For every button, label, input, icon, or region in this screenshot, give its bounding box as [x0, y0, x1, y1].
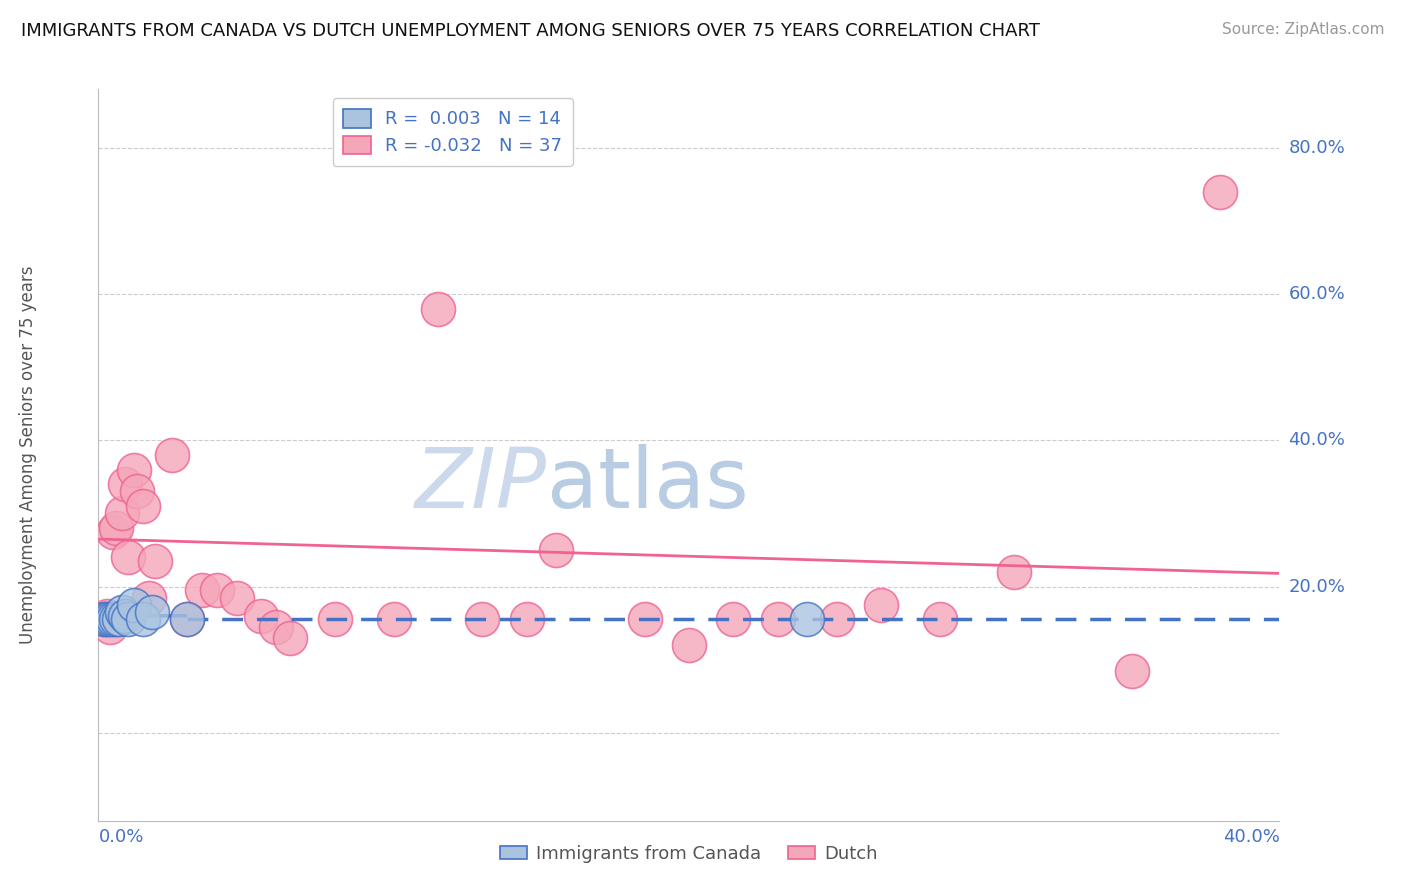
- Point: [96, 613, 118, 627]
- Point: [515, 613, 537, 627]
- Point: [1209, 185, 1232, 199]
- Point: [132, 613, 155, 627]
- Point: [93, 613, 115, 627]
- Point: [721, 613, 744, 627]
- Text: 40.0%: 40.0%: [1288, 432, 1346, 450]
- Text: Unemployment Among Seniors over 75 years: Unemployment Among Seniors over 75 years: [18, 266, 37, 644]
- Point: [122, 598, 145, 612]
- Text: 80.0%: 80.0%: [1288, 139, 1346, 157]
- Point: [103, 524, 125, 539]
- Text: ZIP: ZIP: [415, 443, 547, 524]
- Text: IMMIGRANTS FROM CANADA VS DUTCH UNEMPLOYMENT AMONG SENIORS OVER 75 YEARS CORRELA: IMMIGRANTS FROM CANADA VS DUTCH UNEMPLOY…: [21, 22, 1040, 40]
- Point: [111, 507, 134, 521]
- Point: [176, 613, 198, 627]
- Text: 20.0%: 20.0%: [1288, 578, 1346, 596]
- Point: [117, 550, 139, 565]
- Text: Source: ZipAtlas.com: Source: ZipAtlas.com: [1222, 22, 1385, 37]
- Point: [427, 301, 450, 316]
- Text: 60.0%: 60.0%: [1288, 285, 1346, 303]
- Legend: Immigrants from Canada, Dutch: Immigrants from Canada, Dutch: [492, 838, 886, 870]
- Point: [205, 583, 228, 598]
- Point: [111, 605, 134, 619]
- Point: [544, 543, 567, 558]
- Point: [98, 613, 121, 627]
- Point: [796, 613, 818, 627]
- Text: atlas: atlas: [547, 443, 749, 524]
- Point: [678, 638, 700, 652]
- Point: [869, 598, 891, 612]
- Point: [114, 608, 136, 623]
- Point: [825, 613, 848, 627]
- Point: [141, 605, 163, 619]
- Point: [191, 583, 214, 598]
- Point: [132, 499, 155, 513]
- Text: 0.0%: 0.0%: [98, 828, 143, 846]
- Text: 40.0%: 40.0%: [1223, 828, 1279, 846]
- Point: [105, 613, 128, 627]
- Point: [1002, 565, 1025, 579]
- Point: [1121, 664, 1143, 678]
- Point: [382, 613, 405, 627]
- Point: [633, 613, 655, 627]
- Point: [264, 620, 287, 634]
- Point: [766, 613, 789, 627]
- Point: [162, 448, 183, 462]
- Point: [117, 613, 139, 627]
- Point: [96, 608, 118, 623]
- Point: [122, 462, 145, 476]
- Point: [105, 521, 128, 535]
- Point: [176, 613, 198, 627]
- Point: [103, 613, 125, 627]
- Point: [250, 608, 273, 623]
- Point: [114, 477, 136, 491]
- Point: [98, 620, 121, 634]
- Point: [138, 591, 160, 605]
- Point: [226, 591, 249, 605]
- Point: [125, 484, 148, 499]
- Point: [93, 613, 115, 627]
- Point: [471, 613, 494, 627]
- Point: [143, 554, 166, 568]
- Point: [323, 613, 346, 627]
- Point: [278, 631, 302, 645]
- Point: [108, 613, 131, 627]
- Point: [928, 613, 950, 627]
